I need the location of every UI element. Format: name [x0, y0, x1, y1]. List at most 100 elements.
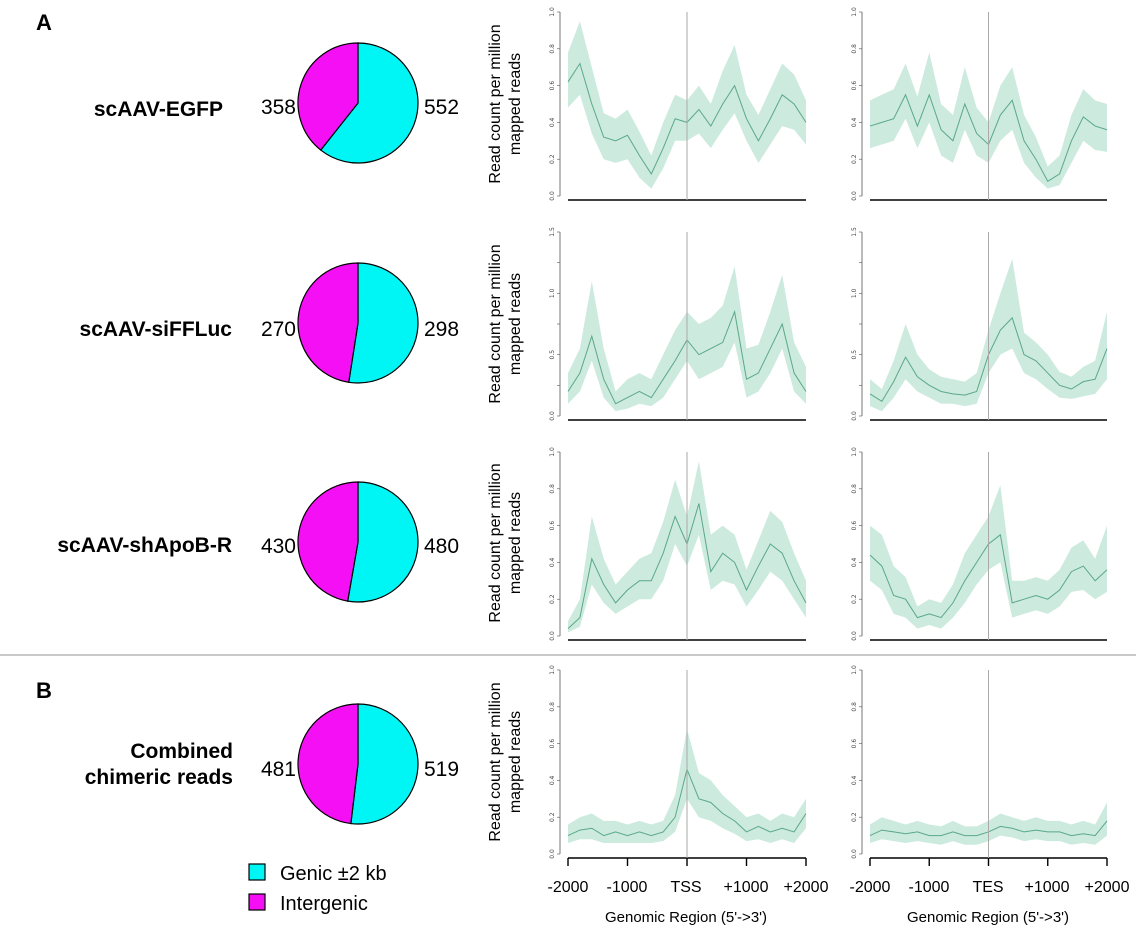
y-tick-label: 0.6 — [549, 81, 556, 91]
x-tick-tes-2: TES — [972, 879, 1003, 896]
y-tick-label: 0.0 — [851, 191, 858, 201]
y-tick-label: 0.2 — [549, 154, 556, 164]
y-tick-label: 0.4 — [851, 775, 858, 785]
x-tick-tes-0: -2000 — [850, 879, 891, 896]
profile-plot-siffluc-tss: 0.0 0.5 1.0 1.5 — [549, 227, 807, 421]
y-tick-label: 1.0 — [851, 7, 858, 17]
sample-label-combined-1: Combined — [130, 740, 233, 763]
y-tick-label: 0.8 — [851, 702, 858, 712]
y-tick-label: 1.0 — [851, 665, 858, 675]
y-tick-label: 0.8 — [851, 484, 858, 494]
panel-label-a: A — [36, 10, 52, 35]
pie-chart-siffluc — [297, 262, 419, 384]
pie-slice-intergenic — [297, 42, 359, 151]
y-tick-label: 0.0 — [851, 849, 858, 859]
y-axis-label-row1-line2: mapped reads — [507, 53, 524, 155]
y-axis-label-row2: Read count per million mapped reads — [487, 244, 524, 403]
y-tick-label: 0.4 — [549, 775, 556, 785]
count-intergenic-siffluc: 270 — [261, 318, 296, 341]
y-tick-label: 0.5 — [549, 350, 556, 360]
panel-label-b: B — [36, 678, 52, 703]
y-tick-label: 0.2 — [549, 812, 556, 822]
y-axis-label-row1-line1: Read count per million — [487, 24, 504, 183]
legend-swatch-genic — [248, 863, 266, 881]
profile-plot-egfp-tss: 0.0 0.2 0.4 0.6 0.8 1.0 — [549, 7, 807, 201]
sample-label-siffluc: scAAV-siFFLuc — [80, 318, 233, 341]
pie-chart-shapob — [297, 481, 419, 603]
x-tick-tss-2: TSS — [670, 879, 701, 896]
profile-plot-combined-tes: 0.0 0.2 0.4 0.6 0.8 1.0 — [851, 665, 1108, 866]
pie-slice-genic — [350, 703, 419, 825]
y-axis-label-row2-line1: Read count per million — [487, 244, 504, 403]
y-tick-label: 0.0 — [549, 849, 556, 859]
y-tick-label: 0.6 — [851, 739, 858, 749]
count-genic-egfp: 552 — [424, 96, 459, 119]
pie-chart-combined — [297, 703, 419, 825]
profile-plot-shapob-tes: 0.0 0.2 0.4 0.6 0.8 1.0 — [851, 447, 1108, 641]
profile-plot-egfp-tes: 0.0 0.2 0.4 0.6 0.8 1.0 — [851, 7, 1108, 201]
y-tick-label: 0.4 — [549, 117, 556, 127]
y-tick-label: 1.0 — [851, 288, 858, 298]
y-tick-label: 0.6 — [851, 81, 858, 91]
y-tick-label: 0.4 — [549, 557, 556, 567]
x-tick-tes-1: -1000 — [909, 879, 950, 896]
legend-label-intergenic: Intergenic — [280, 893, 368, 915]
y-axis-label-row2-line2: mapped reads — [507, 273, 524, 375]
count-genic-shapob: 480 — [424, 535, 459, 558]
y-tick-label: 0.8 — [549, 484, 556, 494]
y-tick-label: 0.8 — [549, 44, 556, 54]
pie-slice-intergenic — [297, 481, 359, 602]
y-tick-label: 0.2 — [851, 812, 858, 822]
x-tick-tss-4: +2000 — [784, 879, 829, 896]
count-genic-combined: 519 — [424, 758, 459, 781]
y-tick-label: 1.5 — [851, 227, 858, 237]
count-intergenic-egfp: 358 — [261, 96, 296, 119]
y-tick-label: 1.0 — [549, 288, 556, 298]
count-intergenic-combined: 481 — [261, 758, 296, 781]
y-tick-label: 0.6 — [549, 739, 556, 749]
y-axis-label-row3: Read count per million mapped reads — [487, 463, 524, 622]
y-tick-label: 0.4 — [851, 117, 858, 127]
pie-slice-intergenic — [297, 262, 359, 383]
y-tick-label: 0.6 — [851, 521, 858, 531]
legend-swatch-intergenic — [248, 893, 266, 911]
y-tick-label: 1.0 — [851, 447, 858, 457]
y-tick-label: 0.0 — [851, 411, 858, 421]
y-tick-label: 1.0 — [549, 7, 556, 17]
y-tick-label: 0.0 — [549, 191, 556, 201]
y-axis-label-row4: Read count per million mapped reads — [487, 682, 524, 841]
sample-label-shapob: scAAV-shApoB-R — [57, 534, 232, 557]
confidence-band — [870, 52, 1107, 189]
y-tick-label: 0.6 — [549, 521, 556, 531]
x-tick-tss-3: +1000 — [724, 879, 769, 896]
y-tick-label: 0.2 — [851, 154, 858, 164]
y-tick-label: 0.0 — [549, 631, 556, 641]
y-axis-label-row4-line1: Read count per million — [487, 682, 504, 841]
profile-plot-siffluc-tes: 0.0 0.5 1.0 1.5 — [851, 227, 1108, 421]
y-tick-label: 0.8 — [549, 702, 556, 712]
x-axis-label-tes: Genomic Region (5'->3') — [907, 909, 1069, 926]
y-tick-label: 0.2 — [851, 594, 858, 604]
y-tick-label: 0.0 — [549, 411, 556, 421]
count-intergenic-shapob: 430 — [261, 535, 296, 558]
profile-plot-combined-tss: 0.0 0.2 0.4 0.6 0.8 1.0 — [549, 665, 807, 866]
y-axis-label-row3-line1: Read count per million — [487, 463, 504, 622]
y-tick-label: 0.0 — [851, 631, 858, 641]
y-tick-label: 0.5 — [851, 350, 858, 360]
y-tick-label: 1.5 — [549, 227, 556, 237]
pie-slice-intergenic — [297, 703, 359, 825]
y-axis-label-row4-line2: mapped reads — [507, 711, 524, 813]
x-tick-tss-0: -2000 — [548, 879, 589, 896]
pie-slice-genic — [348, 262, 419, 384]
y-tick-label: 1.0 — [549, 447, 556, 457]
y-axis-label-row1: Read count per million mapped reads — [487, 24, 524, 183]
pie-slice-genic — [319, 42, 419, 164]
y-tick-label: 0.2 — [549, 594, 556, 604]
sample-label-combined-2: chimeric reads — [85, 766, 233, 789]
count-genic-siffluc: 298 — [424, 318, 459, 341]
x-axis-label-tss: Genomic Region (5'->3') — [605, 909, 767, 926]
y-tick-label: 1.0 — [549, 665, 556, 675]
x-tick-tes-3: +1000 — [1025, 879, 1070, 896]
y-tick-label: 0.8 — [851, 44, 858, 54]
